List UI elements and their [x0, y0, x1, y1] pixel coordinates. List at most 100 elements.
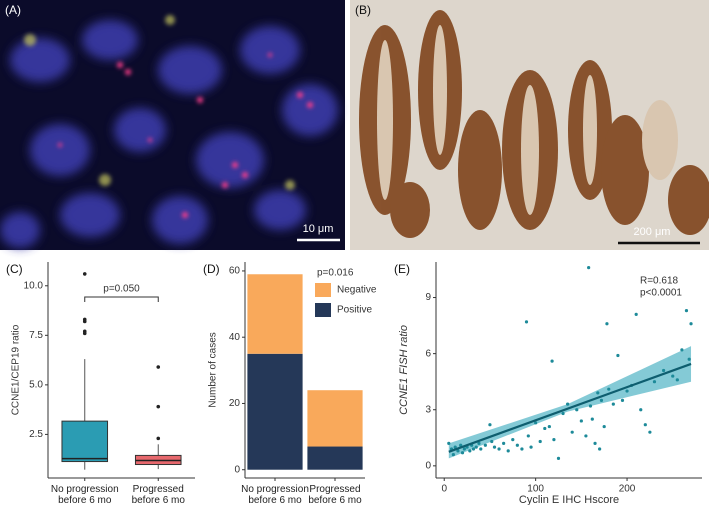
point: [462, 447, 466, 451]
point: [634, 312, 638, 316]
legend-label: Positive: [337, 305, 372, 316]
point: [515, 443, 519, 447]
point: [643, 423, 647, 427]
x-tick-label: Progressed before 6 mo: [308, 484, 362, 505]
point: [584, 434, 588, 438]
point: [561, 411, 565, 416]
point: [605, 322, 609, 326]
point: [483, 443, 487, 447]
bar: [247, 274, 303, 354]
fit-line: [448, 362, 692, 453]
point: [479, 447, 483, 451]
point: [526, 434, 530, 438]
y-tick-label: 9: [425, 292, 431, 303]
point: [596, 391, 600, 395]
point: [547, 424, 551, 429]
point: [524, 320, 529, 324]
point: [620, 398, 625, 402]
point: [453, 445, 457, 449]
point: [451, 453, 455, 457]
point: [607, 387, 611, 391]
scale-bar-label: 200 μm: [634, 226, 671, 238]
point: [611, 402, 615, 406]
panel-label: (B): [355, 3, 371, 17]
point: [671, 374, 675, 378]
outlier: [82, 331, 87, 336]
y-tick-label: 0: [234, 464, 240, 475]
outlier: [156, 404, 161, 409]
outlier: [82, 272, 87, 276]
point: [556, 456, 561, 460]
point: [593, 441, 597, 446]
point: [550, 359, 554, 363]
point: [687, 357, 691, 361]
x-tick-label: 0: [441, 484, 447, 495]
point: [648, 430, 652, 434]
legend-swatch: [315, 303, 331, 317]
legend-label: Negative: [337, 285, 377, 296]
point: [534, 421, 538, 425]
y-tick-label: 7.5: [29, 330, 43, 341]
point: [538, 439, 542, 444]
y-tick-label: 20: [229, 398, 241, 409]
image-b: 200 μm (B): [350, 0, 709, 250]
y-tick-label: 40: [229, 332, 241, 343]
point: [675, 378, 679, 382]
point: [590, 417, 594, 421]
y-tick-label: 3: [425, 404, 431, 415]
scale-bar-label: 10 μm: [303, 223, 334, 235]
y-tick-label: 2.5: [29, 429, 43, 440]
point: [474, 445, 478, 449]
y-tick-label: 6: [425, 348, 431, 359]
point: [689, 322, 693, 326]
point: [616, 353, 620, 358]
panel-label: (D): [203, 262, 220, 276]
x-tick-label: No progression before 6 mo: [50, 484, 119, 505]
point: [599, 398, 604, 402]
image-a: 10 μm (A): [0, 0, 345, 250]
point: [566, 402, 570, 406]
point: [468, 449, 472, 453]
point: [639, 408, 643, 412]
x-tick-label: 200: [619, 484, 636, 495]
point: [456, 449, 460, 453]
outlier: [156, 365, 161, 369]
point: [602, 424, 606, 429]
y-tick-label: 0: [425, 460, 431, 471]
point: [625, 389, 629, 393]
point: [587, 266, 591, 270]
panel-label: (E): [394, 262, 410, 276]
box: [61, 420, 109, 463]
y-tick-label: 5.0: [29, 380, 43, 391]
point: [511, 438, 515, 442]
y-tick-label: 60: [229, 266, 241, 277]
point: [520, 447, 524, 451]
point: [543, 426, 547, 431]
y-axis-label: CCNE1 FISH ratio: [398, 325, 410, 415]
point: [490, 439, 494, 444]
annotation: R=0.618: [640, 276, 679, 287]
point: [471, 447, 476, 451]
bar: [307, 390, 363, 447]
point: [680, 348, 684, 352]
point: [575, 408, 579, 412]
x-tick-label: 100: [527, 484, 544, 495]
x-tick-label: No progression before 6 mo: [241, 484, 309, 505]
y-tick-label: 10.0: [24, 280, 44, 291]
x-axis-label: Cyclin E IHC Hscore: [519, 494, 619, 505]
confidence-band: [448, 346, 692, 459]
point: [579, 419, 583, 423]
outlier: [82, 319, 87, 324]
point: [652, 380, 657, 384]
point: [684, 309, 689, 313]
point: [588, 404, 593, 408]
annotation: p=0.050: [103, 284, 140, 295]
y-axis-label: CCNE1/CEP19 ratio: [11, 324, 22, 415]
legend-swatch: [315, 283, 331, 297]
point: [552, 438, 556, 442]
point: [447, 441, 451, 446]
panel-label: (A): [5, 3, 21, 17]
annotation: p<0.0001: [640, 288, 682, 299]
